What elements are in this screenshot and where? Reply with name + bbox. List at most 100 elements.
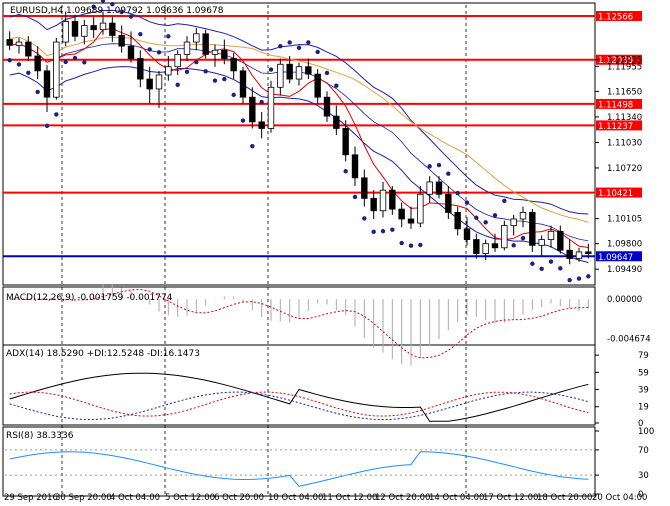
sar-dot — [35, 89, 40, 95]
sar-dot — [296, 45, 302, 50]
sar-dot — [16, 62, 22, 67]
grid-lines — [61, 5, 467, 494]
sar-dot — [324, 70, 330, 76]
sar-dot — [54, 112, 59, 117]
symbol-line: EURUSD,H4 1.09689 1.09792 1.09636 1.0967… — [10, 6, 224, 16]
candle-body — [249, 96, 256, 123]
sar-dot — [446, 171, 451, 176]
sar-dot — [520, 235, 526, 241]
plus-di-line — [9, 391, 589, 417]
main-panel-frame — [2, 2, 596, 286]
candle-body — [389, 189, 396, 210]
price-tick-label: 1.09800 — [607, 240, 642, 250]
candle-body — [109, 22, 116, 36]
level-tag-text: 1.09647 — [598, 253, 633, 263]
sar-dot — [138, 32, 143, 37]
time-axis-label: 5 Oct 12:00 — [165, 493, 215, 502]
candle-body — [482, 243, 489, 254]
candle-body — [501, 225, 508, 249]
candle-body — [342, 128, 349, 156]
rsi-tick-label: 100 — [638, 427, 654, 437]
candle-body — [277, 63, 284, 88]
sar-dot — [548, 259, 554, 264]
level-tag-text: 1.11498 — [598, 100, 633, 110]
candle-body — [473, 239, 480, 254]
adx-tick-label: 59 — [638, 368, 649, 378]
sar-dot — [222, 76, 227, 82]
candle-body — [361, 177, 368, 199]
level-tag — [596, 120, 642, 131]
sar-dot — [82, 60, 87, 65]
time-axis-label: 6 Oct 20:00 — [214, 493, 264, 502]
level-tag — [596, 98, 642, 109]
fast-ma-line — [9, 28, 589, 248]
price-tick-label: 1.11955 — [607, 62, 642, 72]
candle-body — [435, 181, 443, 195]
adx-tick-label: 39 — [638, 386, 649, 396]
time-axis-label: 10 Oct 04:00 — [268, 493, 323, 502]
time-axis-label: 4 Oct 04:00 — [110, 493, 160, 502]
time-axis-label: 12 Oct 20:00 — [375, 493, 430, 502]
bollinger-upper — [9, 9, 589, 215]
candle-body — [585, 251, 592, 254]
sar-dot — [511, 243, 516, 248]
candle-body — [519, 211, 527, 220]
candle-body — [286, 63, 293, 80]
bollinger-lower — [9, 66, 589, 263]
sar-dot — [91, 4, 96, 9]
minus-di-line — [9, 391, 589, 421]
sar-dot — [530, 261, 535, 266]
adx-line — [9, 372, 589, 422]
candle-body — [25, 41, 32, 57]
candles — [6, 11, 592, 265]
candle-body — [547, 230, 555, 240]
sar-dot — [110, 1, 115, 7]
candle-body — [491, 243, 499, 249]
sar-dot — [128, 14, 134, 19]
candle-body — [15, 41, 23, 46]
candle-body — [230, 58, 237, 72]
sar-dot — [418, 242, 423, 248]
candle-body — [71, 21, 79, 37]
candle-body — [267, 86, 275, 129]
candle-body — [127, 45, 135, 59]
candle-body — [202, 33, 209, 55]
candle-body — [193, 33, 200, 43]
candle-body — [6, 39, 13, 46]
level-tag — [596, 251, 642, 262]
sar-dot — [474, 215, 479, 220]
rsi-line — [9, 451, 589, 487]
candle-body — [155, 74, 163, 90]
level-tag-text: 1.12035 — [598, 56, 633, 66]
candle-body — [333, 115, 340, 129]
sar-dot — [436, 162, 442, 168]
candle-body — [53, 41, 60, 98]
candle-body — [62, 21, 69, 43]
sar-dot — [315, 49, 320, 55]
sar-dot — [203, 69, 208, 74]
candle-body — [165, 66, 172, 76]
slow-ma-line — [9, 36, 589, 223]
candle-body — [90, 25, 97, 31]
level-lines: 1.12566 1.12035 1.11498 1.11237 1.10421 1.096… — [3, 11, 642, 263]
sar-dot — [7, 57, 12, 63]
macd-signal-line — [9, 288, 589, 359]
sar-dot — [334, 83, 339, 88]
candle-body — [174, 53, 181, 68]
candle-body — [146, 78, 153, 90]
sar-dot — [576, 276, 582, 281]
sar-dot — [464, 200, 470, 205]
sar-dot — [240, 118, 246, 123]
candle-body — [314, 73, 321, 98]
candle-body — [118, 35, 125, 47]
time-axis-label: 20 Oct 04:00 — [592, 493, 647, 502]
sar-dot — [287, 40, 292, 45]
price-tick-label: 1.09490 — [607, 265, 642, 275]
sar-dot — [455, 190, 460, 196]
candle-body — [295, 66, 303, 80]
rsi-panel-frame — [2, 426, 596, 497]
sar-dot — [427, 164, 432, 169]
candle-body — [258, 121, 265, 129]
